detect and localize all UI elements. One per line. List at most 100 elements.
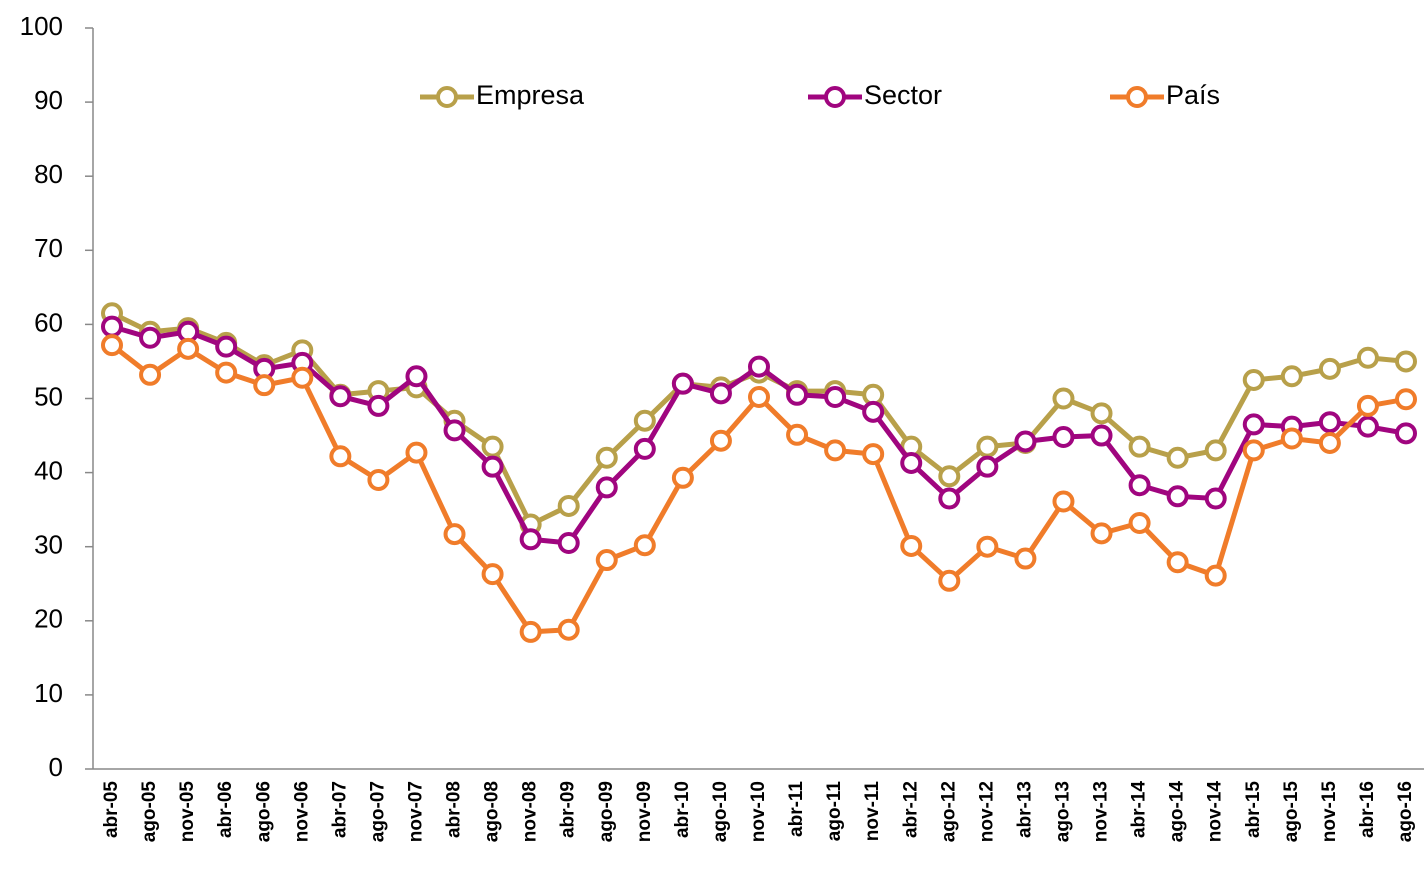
x-tick-label: nov-08 <box>520 781 541 842</box>
point <box>1014 430 1037 453</box>
x-tick-label: nov-13 <box>1091 781 1112 842</box>
x-tick-label: abr-05 <box>101 781 122 838</box>
point <box>938 465 961 488</box>
legend-marker <box>1126 86 1148 108</box>
point <box>1052 387 1075 410</box>
point <box>1280 427 1303 450</box>
point <box>101 334 123 357</box>
point <box>709 429 732 452</box>
x-tick-label: nov-07 <box>405 781 426 842</box>
point <box>633 437 656 460</box>
point <box>1318 431 1341 454</box>
point <box>481 435 504 458</box>
point <box>519 528 542 551</box>
x-tick-label: abr-10 <box>672 781 693 838</box>
point <box>557 618 580 641</box>
point <box>671 372 694 395</box>
point <box>1318 411 1341 434</box>
point <box>291 366 314 389</box>
y-tick-label: 10 <box>34 678 63 708</box>
point <box>748 355 770 378</box>
x-tick-label: nov-10 <box>748 781 769 842</box>
point <box>1052 426 1075 449</box>
point <box>443 419 466 442</box>
x-tick-label: nov-12 <box>976 781 997 842</box>
point <box>367 469 390 492</box>
x-tick-label: nov-06 <box>291 781 312 842</box>
y-tick-label: 50 <box>34 381 63 411</box>
x-tick-label: ago-05 <box>139 781 160 843</box>
x-tick-label: abr-06 <box>215 781 236 838</box>
point <box>519 620 542 643</box>
y-tick-label: 40 <box>34 455 63 485</box>
point <box>1090 522 1113 545</box>
x-tick-label: ago-06 <box>253 781 274 842</box>
point <box>177 337 200 360</box>
point <box>215 335 238 358</box>
point <box>1090 424 1113 447</box>
point <box>900 534 923 557</box>
point <box>671 466 694 489</box>
point <box>862 400 885 423</box>
point <box>139 326 162 349</box>
x-tick-label: nov-11 <box>862 781 883 842</box>
point <box>557 531 580 554</box>
x-tick-label: ago-16 <box>1395 781 1416 842</box>
x-tick-label: nov-14 <box>1205 781 1226 843</box>
point <box>824 386 847 409</box>
x-tick-label: ago-10 <box>710 781 731 842</box>
legend-label: Sector <box>864 80 942 110</box>
x-tick-label: abr-16 <box>1357 781 1378 838</box>
point <box>938 487 961 510</box>
x-tick-label: ago-08 <box>482 781 503 842</box>
point <box>1204 564 1227 587</box>
point <box>633 409 656 432</box>
point <box>976 535 999 558</box>
point <box>1166 551 1189 574</box>
point <box>329 445 352 468</box>
point <box>1395 388 1417 411</box>
y-tick-label: 80 <box>34 159 63 189</box>
point <box>595 549 618 572</box>
point <box>405 365 428 388</box>
point <box>1395 422 1417 445</box>
x-tick-label: abr-13 <box>1014 781 1035 838</box>
y-tick-label: 0 <box>49 752 63 782</box>
point <box>709 382 732 405</box>
y-tick-label: 90 <box>34 85 63 115</box>
point <box>824 439 847 462</box>
x-tick-label: abr-15 <box>1243 781 1264 838</box>
y-tick-label: 70 <box>34 233 63 263</box>
point <box>786 423 809 446</box>
point <box>481 455 504 478</box>
x-tick-label: nov-05 <box>177 781 198 843</box>
x-tick-label: abr-14 <box>1129 781 1150 838</box>
point <box>633 534 656 557</box>
point <box>595 446 618 469</box>
point <box>938 569 961 592</box>
x-tick-label: abr-08 <box>444 781 465 838</box>
point <box>101 315 123 338</box>
legend-label: Empresa <box>476 80 585 110</box>
point <box>443 523 466 546</box>
point <box>1280 365 1303 388</box>
x-tick-label: ago-12 <box>938 781 959 842</box>
point <box>367 394 390 417</box>
point <box>1242 413 1265 436</box>
point <box>253 374 276 397</box>
point <box>1395 350 1417 373</box>
x-tick-label: abr-09 <box>558 781 579 838</box>
point <box>862 443 885 466</box>
point <box>1090 402 1113 425</box>
y-tick-label: 60 <box>34 307 63 337</box>
x-tick-label: ago-09 <box>596 781 617 842</box>
y-tick-label: 30 <box>34 530 63 560</box>
x-tick-label: ago-11 <box>824 781 845 842</box>
point <box>1166 446 1189 469</box>
x-tick-label: ago-13 <box>1052 781 1073 842</box>
x-tick-label: ago-15 <box>1281 781 1302 843</box>
point <box>1242 368 1265 391</box>
point <box>1128 474 1151 497</box>
point <box>557 494 580 517</box>
